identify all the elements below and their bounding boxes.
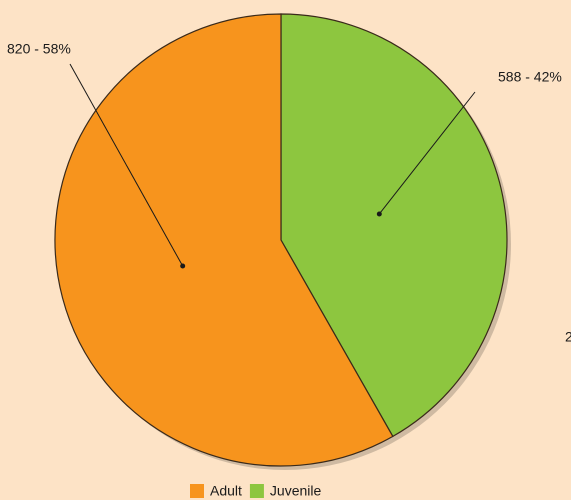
- annotation: 2: [565, 329, 571, 345]
- leader-line: [378, 91, 476, 215]
- leader-line: [69, 63, 184, 267]
- legend-label: Juvenile: [270, 483, 322, 499]
- data-label: 820 - 58%: [7, 41, 71, 57]
- legend-label: Adult: [210, 483, 242, 499]
- legend-swatch: [190, 484, 204, 498]
- leader-dot: [376, 211, 382, 217]
- pie-slice: [280, 13, 508, 438]
- legend-swatch: [249, 484, 264, 498]
- data-label: 588 - 42%: [498, 69, 562, 85]
- leader-dot: [180, 263, 186, 269]
- pie-slice: [54, 13, 394, 467]
